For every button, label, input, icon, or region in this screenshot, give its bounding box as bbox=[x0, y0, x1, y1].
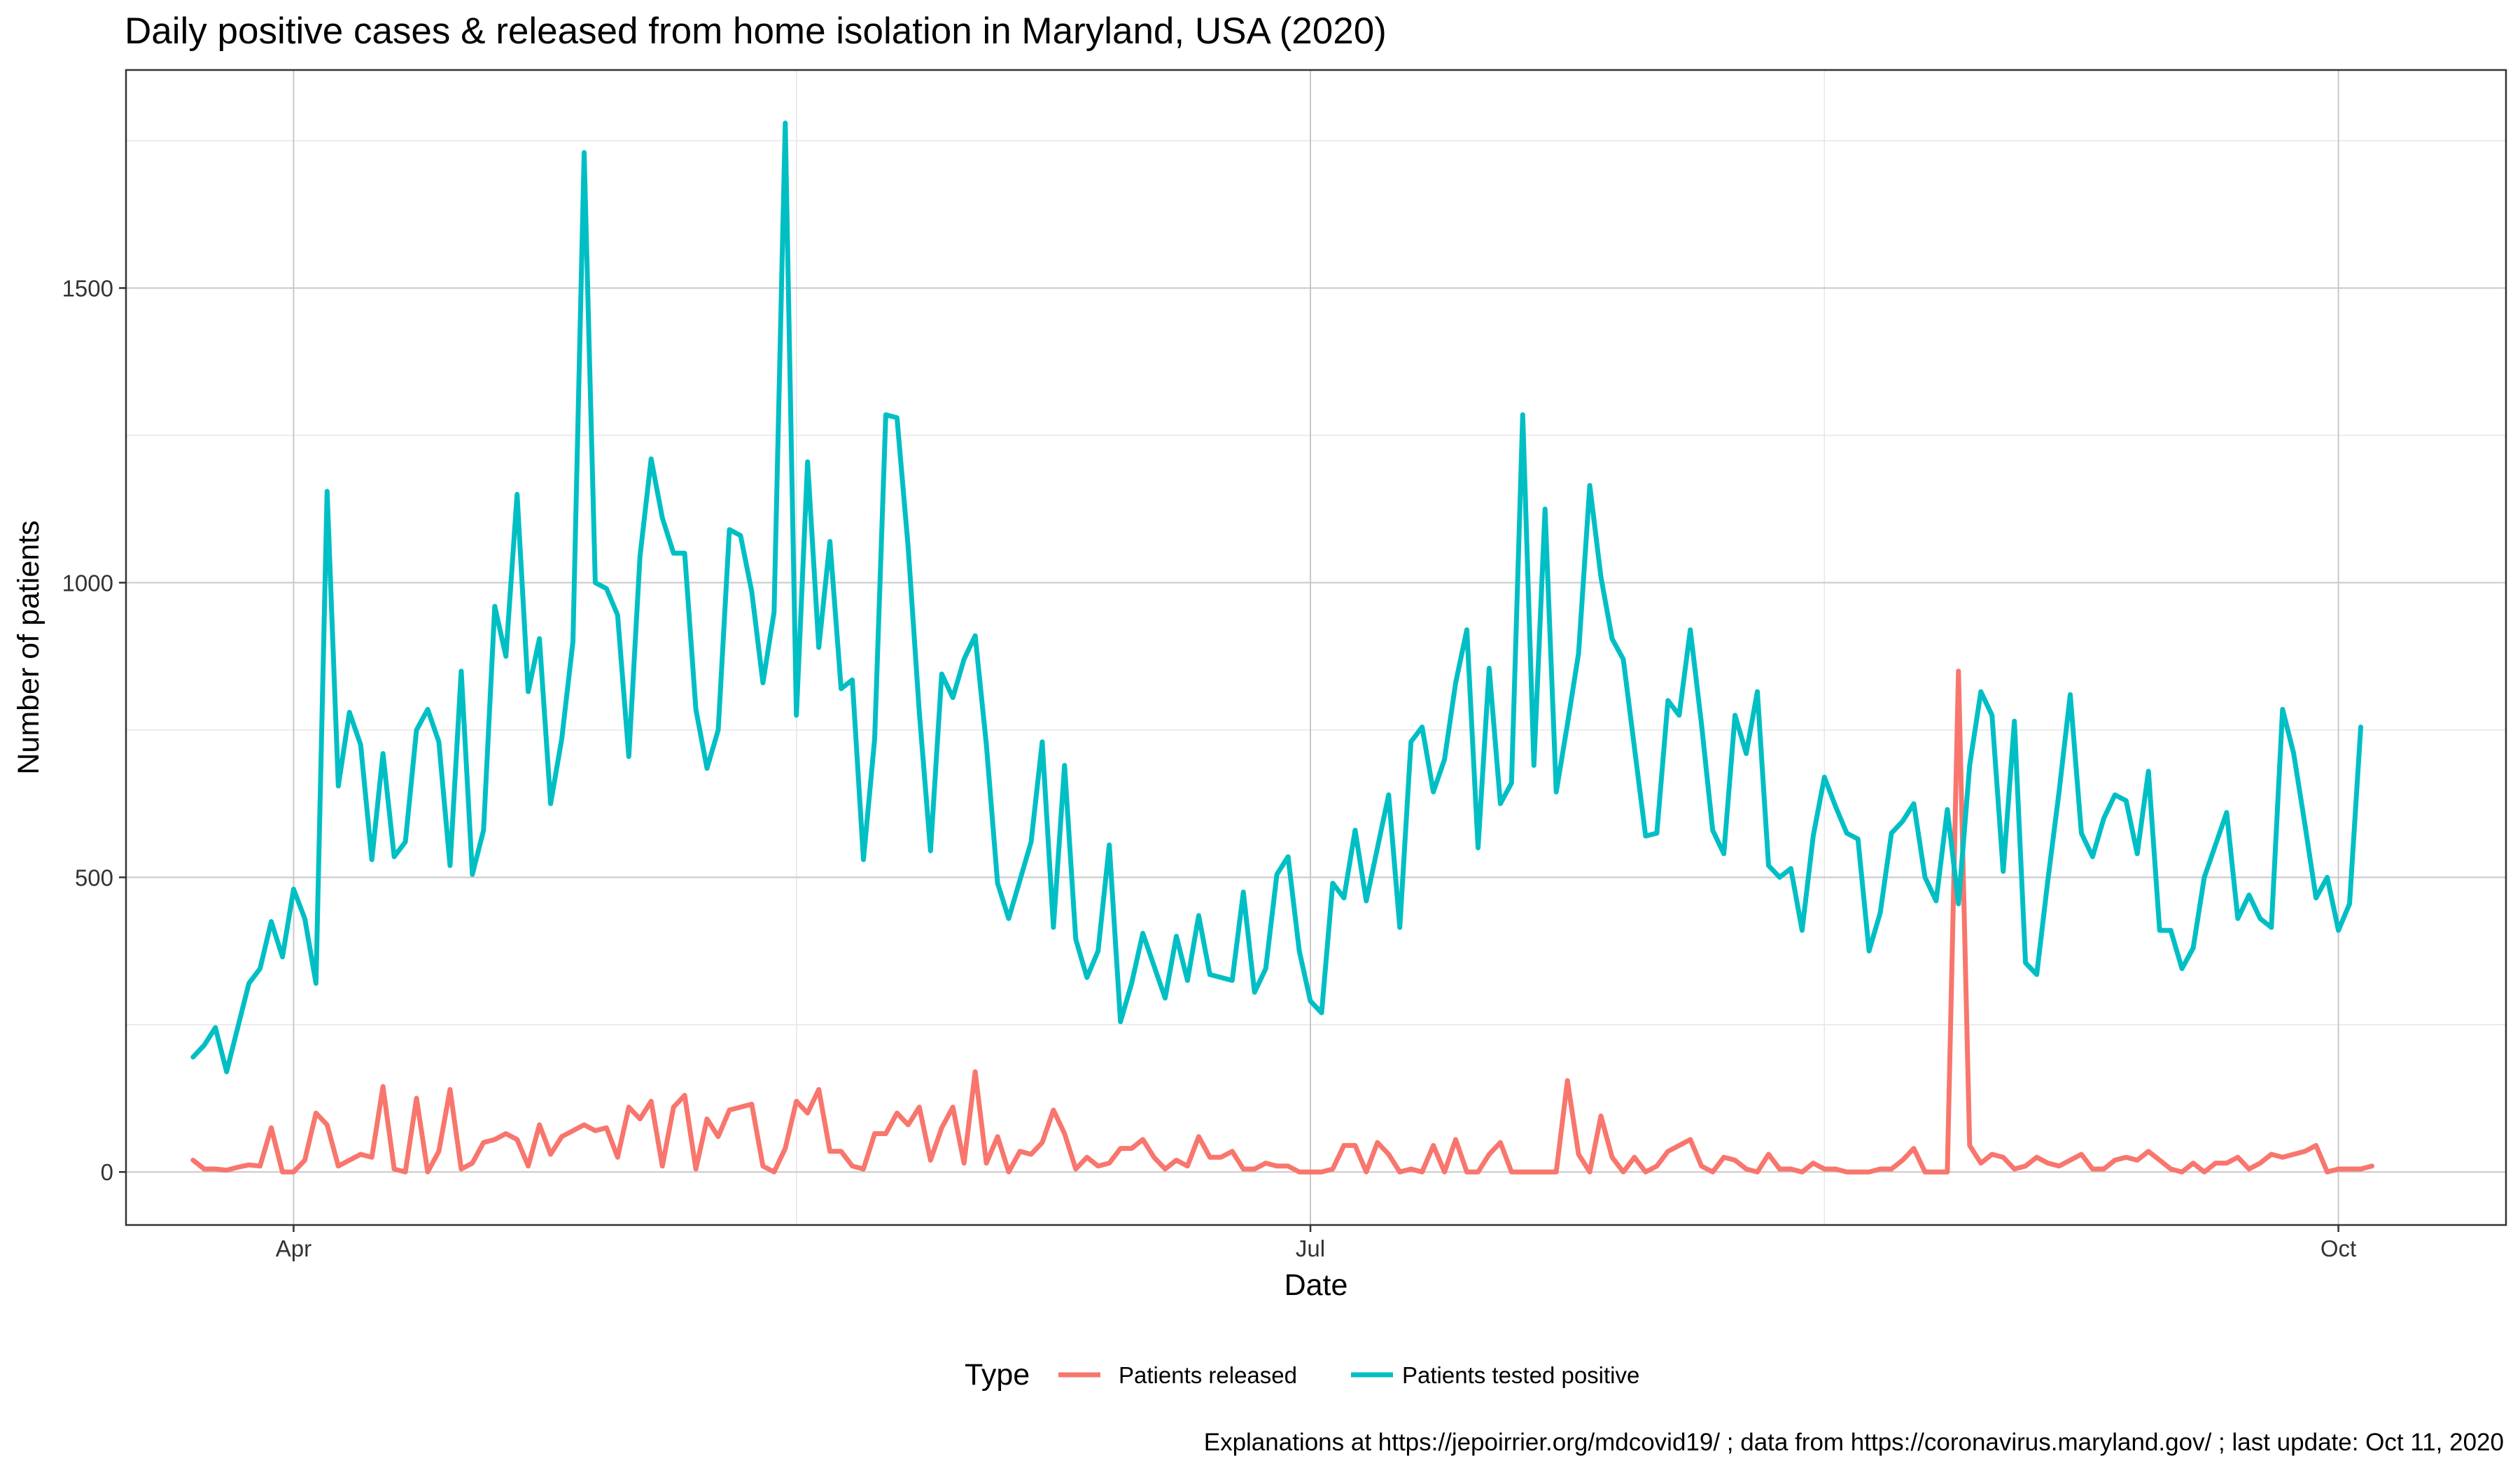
legend-label-released: Patients released bbox=[1119, 1362, 1297, 1388]
y-axis-title: Number of patients bbox=[12, 520, 46, 774]
legend: Type Patients released Patients tested p… bbox=[965, 1358, 1639, 1392]
y-tick-label: 1000 bbox=[62, 570, 113, 596]
series-lines bbox=[190, 120, 2374, 1175]
y-tick-label: 500 bbox=[75, 864, 113, 890]
panel-border bbox=[125, 69, 2507, 1226]
chart-title: Daily positive cases & released from hom… bbox=[125, 10, 1387, 52]
x-axis: Apr Jul Oct bbox=[276, 1225, 2356, 1261]
x-axis-title: Date bbox=[1284, 1268, 1348, 1302]
series-line-patients-released bbox=[190, 668, 2374, 1175]
plot-area bbox=[125, 69, 2507, 1226]
legend-title: Type bbox=[965, 1358, 1030, 1392]
x-tick-label: Jul bbox=[1296, 1236, 1325, 1261]
y-tick-label: 1500 bbox=[62, 275, 113, 301]
chart-caption: Explanations at https://jepoirrier.org/m… bbox=[1204, 1429, 2504, 1456]
y-axis: 0 500 1000 1500 bbox=[62, 275, 126, 1185]
gridlines bbox=[126, 70, 2506, 1225]
series-line-patients-tested-positive bbox=[190, 120, 2363, 1074]
x-tick-label: Apr bbox=[276, 1236, 312, 1261]
y-tick-label: 0 bbox=[101, 1159, 113, 1185]
x-tick-label: Oct bbox=[2320, 1236, 2356, 1261]
plot-panel bbox=[126, 70, 2506, 1225]
legend-label-positive: Patients tested positive bbox=[1402, 1362, 1639, 1388]
